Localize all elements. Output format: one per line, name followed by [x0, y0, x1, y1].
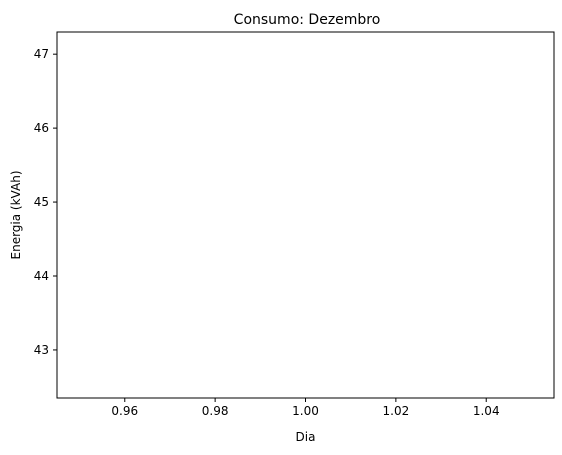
x-tick-label: 1.00	[292, 404, 319, 418]
x-tick-label: 1.04	[473, 404, 500, 418]
x-tick-label: 1.02	[383, 404, 410, 418]
x-axis-ticks: 0.96 0.98 1.00 1.02 1.04	[111, 398, 500, 418]
y-tick-label: 45	[34, 195, 49, 209]
y-tick-label: 47	[34, 47, 49, 61]
y-tick-label: 43	[34, 343, 49, 357]
chart-title: Consumo: Dezembro	[234, 12, 381, 28]
x-tick-label: 0.98	[202, 404, 229, 418]
y-tick-label: 44	[34, 269, 49, 283]
x-axis-label: Dia	[296, 430, 316, 444]
y-axis-label: Energia (kVAh)	[9, 171, 23, 260]
y-tick-label: 46	[34, 121, 49, 135]
plot-area: 0.96 0.98 1.00 1.02 1.04 43 44 45 46 47	[34, 31, 555, 418]
y-axis-ticks: 43 44 45 46 47	[34, 47, 57, 357]
x-tick-label: 0.96	[111, 404, 138, 418]
